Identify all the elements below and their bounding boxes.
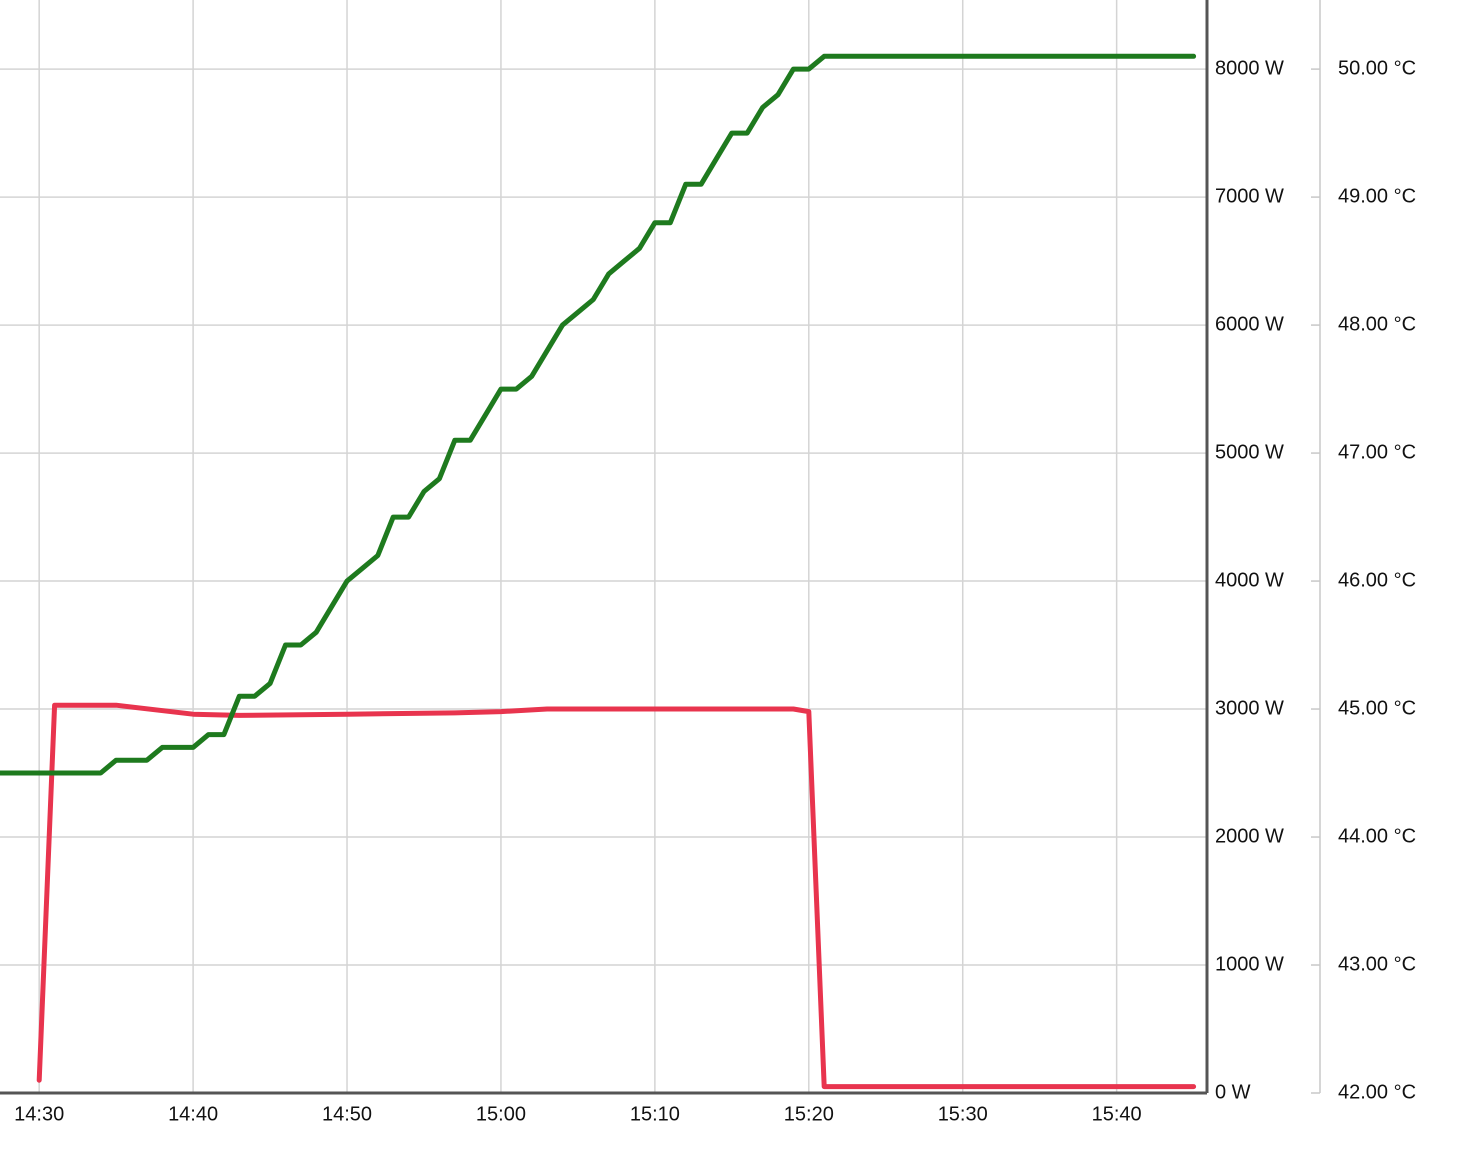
y-tick-label: 8000 W bbox=[1215, 57, 1284, 79]
y2-tick-label: 44.00 °C bbox=[1338, 825, 1416, 847]
series-line bbox=[36, 702, 1197, 1090]
y-tick-label: 3000 W bbox=[1215, 697, 1284, 719]
x-tick-label: 14:30 bbox=[14, 1103, 64, 1125]
y-tick-label: 1000 W bbox=[1215, 953, 1284, 975]
y2-tick-label: 45.00 °C bbox=[1338, 697, 1416, 719]
x-tick-label: 14:50 bbox=[322, 1103, 372, 1125]
y2-tick-label: 42.00 °C bbox=[1338, 1081, 1416, 1103]
y2-tick-label: 46.00 °C bbox=[1338, 569, 1416, 591]
y-tick-label: 7000 W bbox=[1215, 185, 1284, 207]
x-tick-label: 15:00 bbox=[476, 1103, 526, 1125]
y2-tick-label: 47.00 °C bbox=[1338, 441, 1416, 463]
y2-tick-label: 48.00 °C bbox=[1338, 313, 1416, 335]
y-tick-label: 2000 W bbox=[1215, 825, 1284, 847]
y2-tick-label: 43.00 °C bbox=[1338, 953, 1416, 975]
y-tick-label: 5000 W bbox=[1215, 441, 1284, 463]
y-tick-label: 4000 W bbox=[1215, 569, 1284, 591]
x-tick-label: 15:20 bbox=[784, 1103, 834, 1125]
x-tick-label: 15:10 bbox=[630, 1103, 680, 1125]
series-line bbox=[0, 53, 1197, 776]
x-tick-label: 14:40 bbox=[168, 1103, 218, 1125]
x-tick-label: 15:30 bbox=[938, 1103, 988, 1125]
y2-tick-label: 49.00 °C bbox=[1338, 185, 1416, 207]
y2-tick-label: 50.00 °C bbox=[1338, 57, 1416, 79]
y-tick-label: 0 W bbox=[1215, 1081, 1251, 1103]
x-tick-label: 15:40 bbox=[1092, 1103, 1142, 1125]
y-tick-label: 6000 W bbox=[1215, 313, 1284, 335]
